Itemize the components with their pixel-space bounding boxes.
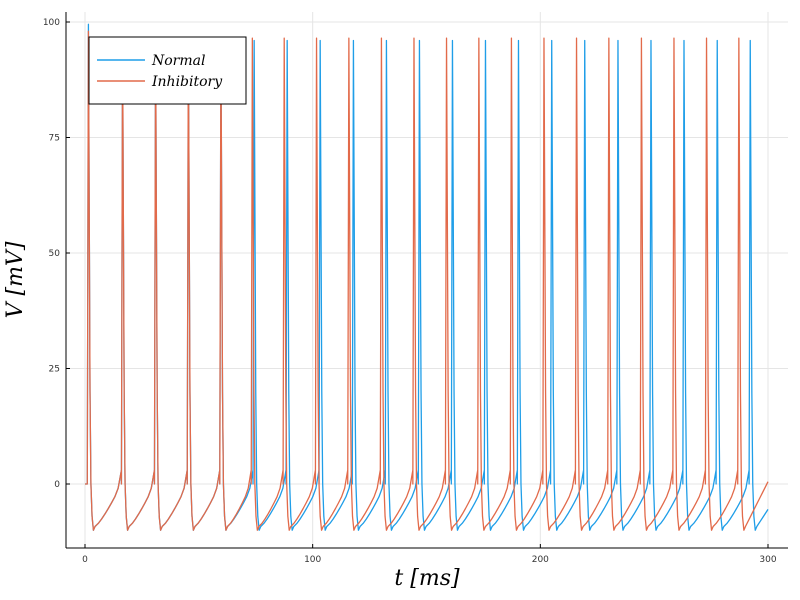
y-tick-label: 50 (49, 249, 61, 259)
series-line-inhibitory (85, 30, 769, 531)
y-axis-label: V [mV] (3, 241, 28, 318)
x-tick-label: 100 (304, 555, 321, 565)
legend-label-inhibitory: Inhibitory (151, 74, 223, 90)
y-tick-label: 25 (49, 365, 60, 375)
y-tick-label: 100 (43, 18, 60, 28)
x-tick-label: 200 (532, 555, 549, 565)
x-axis-label: t [ms] (394, 566, 460, 591)
axes (65, 12, 788, 549)
legend-box (88, 36, 247, 105)
grid (66, 12, 788, 548)
series-layer (85, 23, 769, 531)
legend: Normal Inhibitory (88, 36, 247, 105)
legend-label-normal: Normal (151, 53, 205, 69)
x-tick-label: 300 (759, 555, 776, 565)
x-tick-label: 0 (82, 555, 88, 565)
x-ticks: 0 100 200 300 (82, 544, 777, 565)
y-tick-label: 75 (49, 134, 60, 144)
y-tick-label: 0 (54, 480, 60, 490)
y-ticks: 0 25 50 75 100 (43, 18, 70, 490)
